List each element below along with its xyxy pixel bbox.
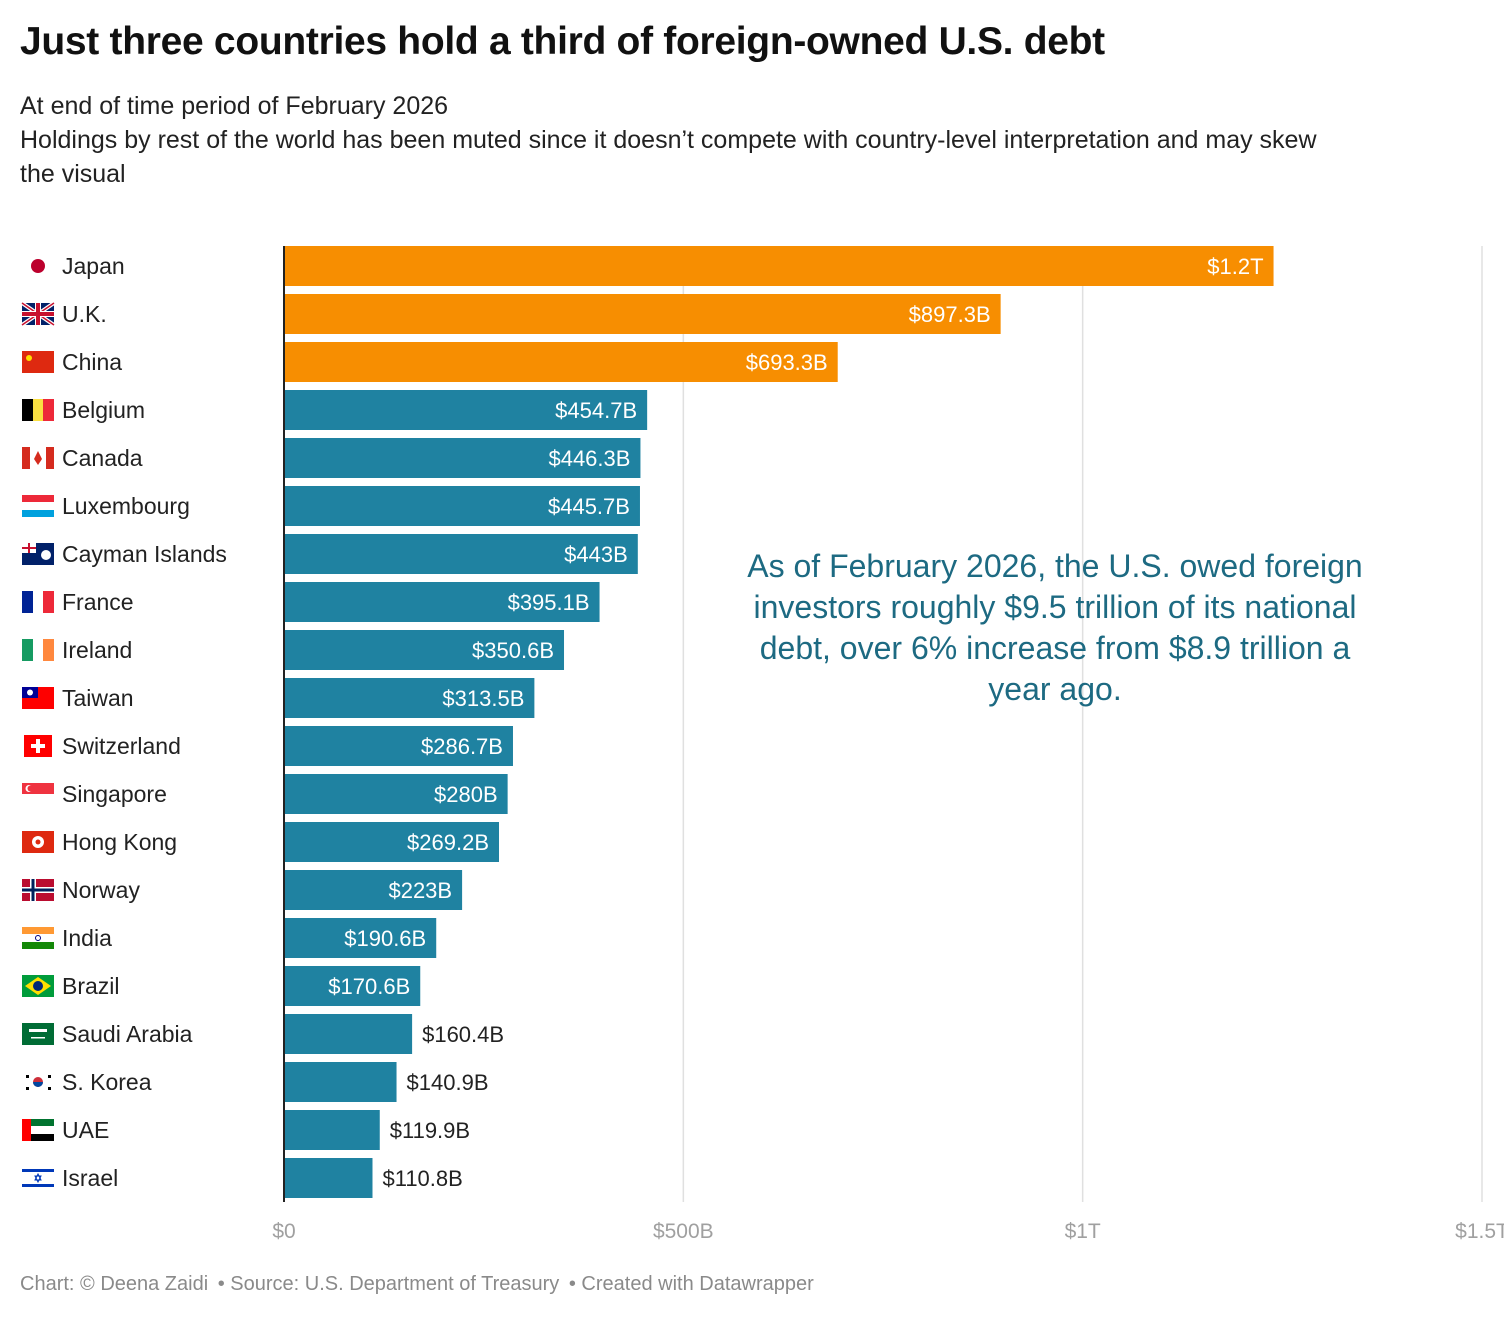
- category-label: Hong Kong: [62, 829, 177, 855]
- category-label: Ireland: [62, 637, 132, 663]
- chart-subtitle-line-2: Holdings by rest of the world has been m…: [20, 126, 1317, 154]
- cayman-islands-flag-icon: [22, 543, 54, 565]
- bar: [284, 294, 1001, 334]
- x-tick-label: $1T: [1065, 1220, 1101, 1243]
- israel-flag-icon: [22, 1167, 54, 1189]
- bar-value-label: $395.1B: [508, 590, 590, 615]
- bar-value-label: $170.6B: [328, 974, 410, 999]
- x-tick-label: $500B: [653, 1220, 714, 1243]
- category-label: Taiwan: [62, 685, 134, 711]
- category-label: India: [62, 925, 112, 951]
- category-label: Belgium: [62, 397, 145, 423]
- category-label: Saudi Arabia: [62, 1021, 193, 1047]
- bar: [284, 246, 1274, 286]
- chart-footer: Chart: © Deena Zaidi • Source: U.S. Depa…: [20, 1273, 818, 1296]
- france-flag-icon: [22, 591, 54, 613]
- uae-flag-icon: [22, 1119, 54, 1141]
- bar-value-label: $110.8B: [382, 1166, 462, 1191]
- uk-flag-icon: [20, 301, 56, 327]
- bar-value-label: $160.4B: [422, 1022, 504, 1047]
- bar: [284, 582, 600, 622]
- bars: $1.2T $897.3B $693.3B $454.7B $446.3B $445.7B…: [284, 246, 1274, 1198]
- category-label: Israel: [62, 1165, 118, 1191]
- bar-value-label: $454.7B: [555, 398, 637, 423]
- bar-value-label: $446.3B: [548, 446, 630, 471]
- category-label: Switzerland: [62, 733, 181, 759]
- norway-flag-icon: [22, 879, 54, 901]
- gridlines: [682, 246, 1483, 1202]
- bar: [284, 486, 640, 526]
- bar-value-label: $190.6B: [344, 926, 426, 951]
- india-flag-icon: [22, 927, 54, 949]
- category-label: Japan: [62, 253, 125, 279]
- bar-value-label: $269.2B: [407, 830, 489, 855]
- x-tick-label: $1.5T: [1455, 1220, 1504, 1243]
- bar-value-label: $693.3B: [746, 350, 828, 375]
- x-tick-label: $0: [272, 1220, 295, 1243]
- bar-value-label: $350.6B: [472, 638, 554, 663]
- bar: [284, 822, 500, 862]
- bar: [284, 678, 535, 718]
- bar: [284, 1062, 397, 1102]
- bar: [284, 1110, 380, 1150]
- bar: [284, 870, 463, 910]
- category-label: Brazil: [62, 973, 120, 999]
- bar: [284, 726, 513, 766]
- bar: [284, 1158, 373, 1198]
- bar-value-label: $280B: [434, 782, 498, 807]
- bar-value-label: $897.3B: [909, 302, 991, 327]
- category-label: Norway: [62, 877, 140, 903]
- japan-flag-icon: [31, 259, 45, 273]
- bar: [284, 918, 437, 958]
- bar-value-label: $286.7B: [421, 734, 503, 759]
- category-label: Canada: [62, 445, 143, 471]
- bar: [284, 534, 638, 574]
- belgium-flag-icon: [22, 399, 54, 421]
- category-label: Cayman Islands: [62, 541, 227, 567]
- switzerland-flag-icon: [24, 735, 52, 757]
- bar-value-label: $445.7B: [548, 494, 630, 519]
- chart-subtitle-line-3: the visual: [20, 160, 126, 188]
- ireland-flag-icon: [22, 639, 54, 661]
- singapore-flag-icon: [22, 783, 54, 805]
- bar: [284, 438, 641, 478]
- chart-title: Just three countries hold a third of for…: [20, 20, 1105, 63]
- bar-value-label: $140.9B: [407, 1070, 489, 1095]
- bar-value-label: $119.9B: [390, 1118, 470, 1143]
- category-label: China: [62, 349, 122, 375]
- chart-subtitle-line-1: At end of time period of February 2026: [20, 92, 449, 120]
- category-labels: Japan U.K. China Belgium Canada Luxembourg Cay…: [20, 253, 227, 1191]
- s-korea-flag-icon: [22, 1071, 54, 1093]
- footer-credit: Chart: © Deena Zaidi: [20, 1273, 209, 1295]
- bar: [284, 966, 421, 1006]
- category-label: UAE: [62, 1117, 109, 1143]
- bar: [284, 390, 648, 430]
- category-label: France: [62, 589, 134, 615]
- bar: [284, 1014, 413, 1054]
- chart-annotation: As of February 2026, the U.S. owed forei…: [747, 548, 1363, 707]
- china-flag-icon: [22, 351, 54, 373]
- luxembourg-flag-icon: [22, 495, 54, 517]
- hong-kong-flag-icon: [22, 831, 54, 853]
- brazil-flag-icon: [22, 975, 54, 997]
- footer-source: • Source: U.S. Department of Treasury: [217, 1273, 560, 1295]
- bar-value-label: $1.2T: [1207, 254, 1263, 279]
- bar-value-label: $443B: [564, 542, 628, 567]
- bar: [284, 774, 508, 814]
- bar-chart: $1.2T $897.3B $693.3B $454.7B $446.3B $445.7B…: [20, 246, 1504, 1243]
- bar: [284, 630, 565, 670]
- canada-flag-icon: [22, 447, 54, 469]
- category-label: Singapore: [62, 781, 167, 807]
- category-label: S. Korea: [62, 1069, 152, 1095]
- bar-value-label: $313.5B: [442, 686, 524, 711]
- bar-value-label: $223B: [388, 878, 452, 903]
- footer-tool: • Created with Datawrapper: [568, 1273, 814, 1295]
- category-label: Luxembourg: [62, 493, 190, 519]
- category-label: U.K.: [62, 301, 107, 327]
- bar: [284, 342, 838, 382]
- x-axis-ticks: $0 $500B $1T $1.5T: [272, 246, 1504, 1243]
- taiwan-flag-icon: [22, 687, 54, 709]
- saudi-arabia-flag-icon: [22, 1023, 54, 1045]
